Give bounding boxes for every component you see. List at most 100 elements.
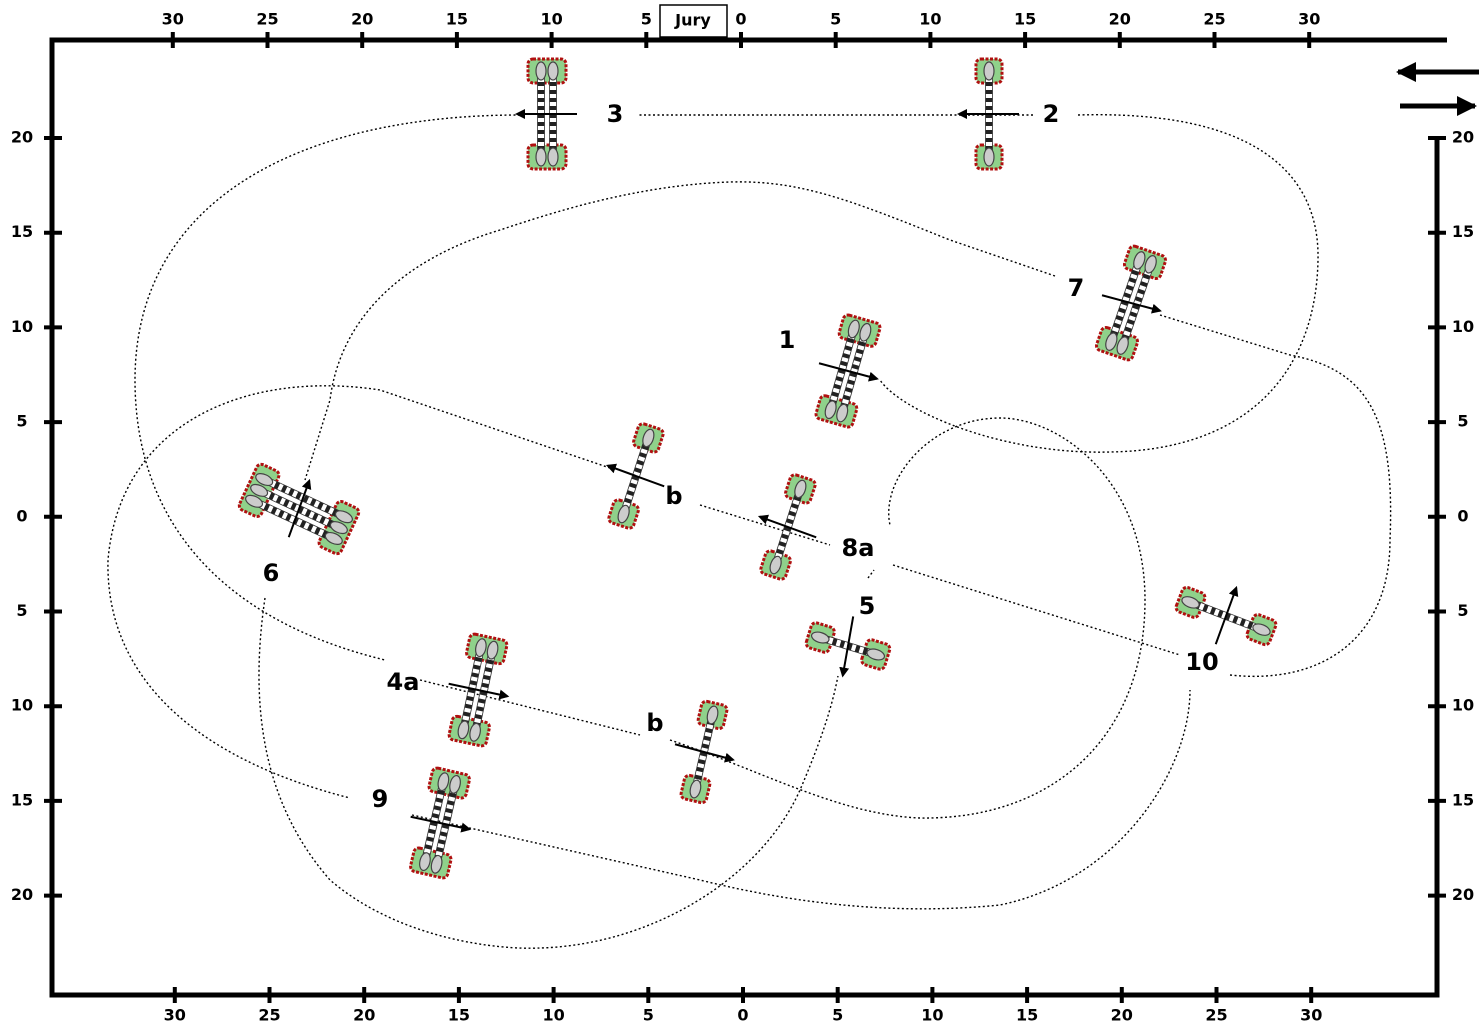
stand [430,854,443,874]
right-scale-label: 15 [1452,222,1474,241]
obstacle-label: 3 [607,100,624,128]
stand [457,720,470,740]
bottom-scale-label: 15 [1016,1006,1038,1025]
direction-arrow [839,616,855,678]
bottom-scale-label: 5 [643,1006,654,1025]
right-scale-label: 0 [1457,506,1468,525]
stand [334,510,353,524]
stand [847,319,860,339]
obstacle-label: 4a [387,668,420,696]
stand [547,147,559,167]
stand [475,638,487,658]
bottom-scale-label: 25 [258,1006,280,1025]
stand [535,147,547,167]
top-scale-label: 0 [735,10,746,29]
obstacle-label: 8a [842,534,875,562]
stand [324,531,343,545]
stand [255,473,274,487]
direction-arrow [674,743,735,763]
stand [859,322,872,342]
bottom-scale-label: 5 [832,1006,843,1025]
stand [769,555,782,575]
direction-arrow [1101,294,1162,314]
left-scale-label: 15 [11,222,33,241]
obstacle [759,473,817,581]
left-scale-label: 10 [11,696,33,715]
top-scale-label: 15 [446,10,468,29]
bottom-scale-label: 30 [1300,1006,1322,1025]
right-scale-label: 20 [1452,128,1474,147]
top-scale-label: 30 [162,10,184,29]
left-scale-label: 5 [16,601,27,620]
bottom-scale-label: 0 [737,1006,748,1025]
stand [983,147,995,167]
bottom-scale-label: 10 [542,1006,564,1025]
right-scale-label: 10 [1452,696,1474,715]
obstacle-label: 2 [1043,100,1060,128]
left-scale-label: 20 [11,128,33,147]
direction-arrow [605,463,665,488]
stand [794,479,807,499]
direction-arrow [287,478,312,538]
stand [689,779,702,799]
direction-arrow [448,682,510,700]
direction-arrow [818,362,879,382]
left-scale-label: 5 [16,412,27,431]
direction-arrow [410,815,472,833]
stand [1144,255,1157,274]
wing [526,143,568,171]
stand [419,852,431,872]
obstacle-label: b [665,482,682,510]
stand [1105,332,1118,351]
stand [547,61,559,81]
right-scale-label: 10 [1452,317,1474,336]
obstacle-label: 9 [372,785,389,813]
obstacle-label: 10 [1185,648,1218,676]
top-scale-label: 30 [1298,10,1320,29]
jury-box: Jury [659,4,728,38]
wing [526,57,568,85]
jury-label: Jury [674,11,711,30]
left-scale-label: 0 [16,506,27,525]
right-scale-label: 15 [1452,790,1474,809]
entrance-arrows [1396,62,1479,116]
stand [535,61,547,81]
top-scale-label: 15 [1014,10,1036,29]
direction-arrow [757,514,817,539]
top-scale-label: 25 [1203,10,1225,29]
stand [866,648,886,661]
obstacle-label: 5 [859,592,876,620]
bottom-scale-label: 30 [164,1006,186,1025]
stand [1181,596,1200,609]
bottom-scale-label: 20 [353,1006,375,1025]
left-scale-label: 15 [11,790,33,809]
stand [824,400,837,420]
stand [250,483,269,497]
stand [245,494,264,508]
obstacle-label: 1 [779,326,796,354]
stand [642,428,655,448]
stand [437,772,450,792]
obstacle-label: 7 [1068,274,1085,302]
right-scale-label: 20 [1452,885,1474,904]
stand [329,521,348,535]
top-scale-label: 5 [830,10,841,29]
top-scale-label: 20 [351,10,373,29]
stand [810,631,830,644]
stand [469,722,481,742]
bottom-scale-label: 20 [1111,1006,1133,1025]
left-scale-label: 20 [11,885,33,904]
stand [486,640,499,660]
bottom-scale-label: 25 [1205,1006,1227,1025]
obstacle-label: b [646,709,663,737]
stand [706,705,719,725]
top-scale-label: 10 [919,10,941,29]
stand [1116,336,1129,355]
bottom-scale-label: 10 [921,1006,943,1025]
left-scale-label: 10 [11,317,33,336]
stand [1133,251,1146,270]
right-scale-label: 5 [1457,412,1468,431]
right-scale-label: 5 [1457,601,1468,620]
direction-arrow [1214,585,1239,645]
stand [1252,623,1271,636]
